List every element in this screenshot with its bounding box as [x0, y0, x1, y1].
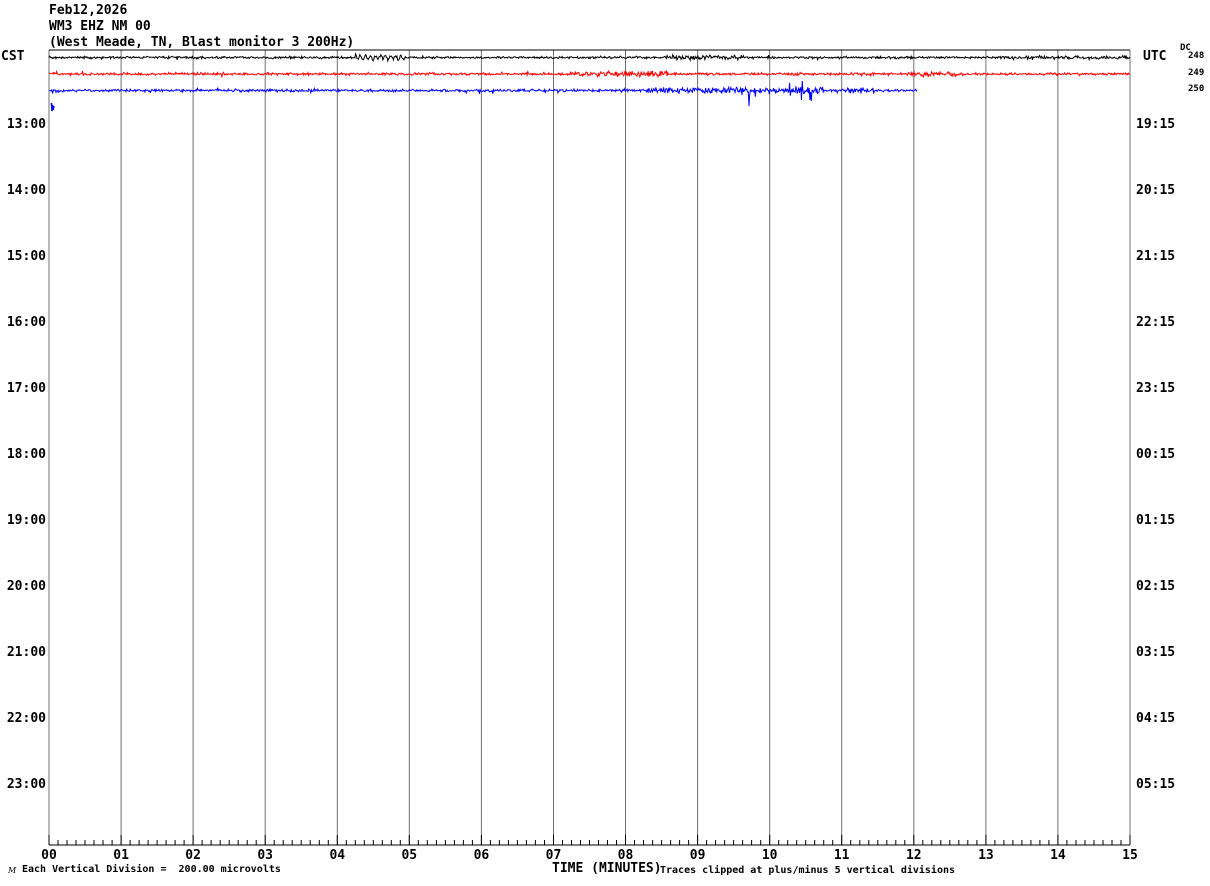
right-time-tick-label: 03:15 — [1136, 645, 1176, 660]
x-tick-label: 05 — [401, 848, 418, 863]
right-time-tick-label: 23:15 — [1136, 381, 1176, 396]
right-time-tick-label: 19:15 — [1136, 117, 1176, 132]
trace-row2-red — [48, 69, 1131, 79]
right-time-tick-label: 05:15 — [1136, 777, 1176, 792]
left-time-tick-label: 14:00 — [6, 183, 46, 198]
left-time-tick-label: 23:00 — [6, 777, 46, 792]
right-time-tick-label: 20:15 — [1136, 183, 1176, 198]
left-time-tick-label: 16:00 — [6, 315, 46, 330]
trace-row1-black — [48, 52, 1131, 63]
header-station-code: WM3 EHZ NM 00 — [49, 19, 151, 34]
clip-note: Traces clipped at plus/minus 5 vertical … — [660, 865, 956, 876]
x-tick-label: 08 — [617, 848, 634, 863]
x-tick-label: 10 — [761, 848, 778, 863]
right-time-tick-label: 21:15 — [1136, 249, 1176, 264]
left-axis-timezone-label: CST — [1, 49, 25, 64]
right-time-tick-label: 01:15 — [1136, 513, 1176, 528]
dc-offset-label: DC — [1180, 43, 1191, 53]
right-time-tick-label: 02:15 — [1136, 579, 1176, 594]
x-tick-label: 07 — [545, 848, 562, 863]
x-tick-label: 03 — [257, 848, 274, 863]
x-tick-label: 14 — [1050, 848, 1066, 863]
x-tick-label: 02 — [185, 848, 201, 863]
x-tick-label: 15 — [1122, 848, 1138, 863]
right-axis-timezone-label: UTC — [1143, 49, 1167, 64]
watermark-glyph: M — [8, 866, 17, 875]
x-tick-label: 06 — [473, 848, 490, 863]
header-date: Feb12,2026 — [49, 3, 128, 18]
x-tick-label: 04 — [329, 848, 346, 863]
x-tick-label: 01 — [113, 848, 129, 863]
header-station-description: (West Meade, TN, Blast monitor 3 200Hz) — [49, 35, 355, 50]
left-time-tick-label: 20:00 — [6, 579, 46, 594]
dc-offset-value: 249 — [1188, 67, 1205, 78]
vertical-division-note: Each Vertical Division = 200.00 microvol… — [22, 864, 281, 875]
x-tick-label: 09 — [689, 848, 706, 863]
x-tick-label: 00 — [41, 848, 57, 863]
trace-start-artifact — [50, 102, 55, 112]
right-time-tick-label: 04:15 — [1136, 711, 1176, 726]
left-time-tick-label: 17:00 — [6, 381, 46, 396]
x-tick-label: 11 — [833, 848, 850, 863]
left-time-tick-label: 15:00 — [6, 249, 46, 264]
x-tick-label: 12 — [905, 848, 922, 863]
x-axis-title: TIME (MINUTES) — [552, 861, 662, 876]
dc-offset-value: 250 — [1188, 84, 1205, 94]
left-time-tick-label: 19:00 — [6, 513, 46, 528]
left-time-tick-label: 13:00 — [6, 117, 46, 132]
dc-offset-value: 248 — [1188, 51, 1205, 61]
left-time-tick-label: 22:00 — [6, 711, 46, 726]
trace-row3-blue — [49, 80, 918, 107]
left-time-tick-label: 18:00 — [6, 447, 46, 462]
left-time-tick-label: 21:00 — [6, 645, 46, 660]
right-time-tick-label: 22:15 — [1136, 315, 1176, 330]
x-tick-label: 13 — [978, 848, 994, 863]
right-time-tick-label: 00:15 — [1136, 447, 1176, 462]
